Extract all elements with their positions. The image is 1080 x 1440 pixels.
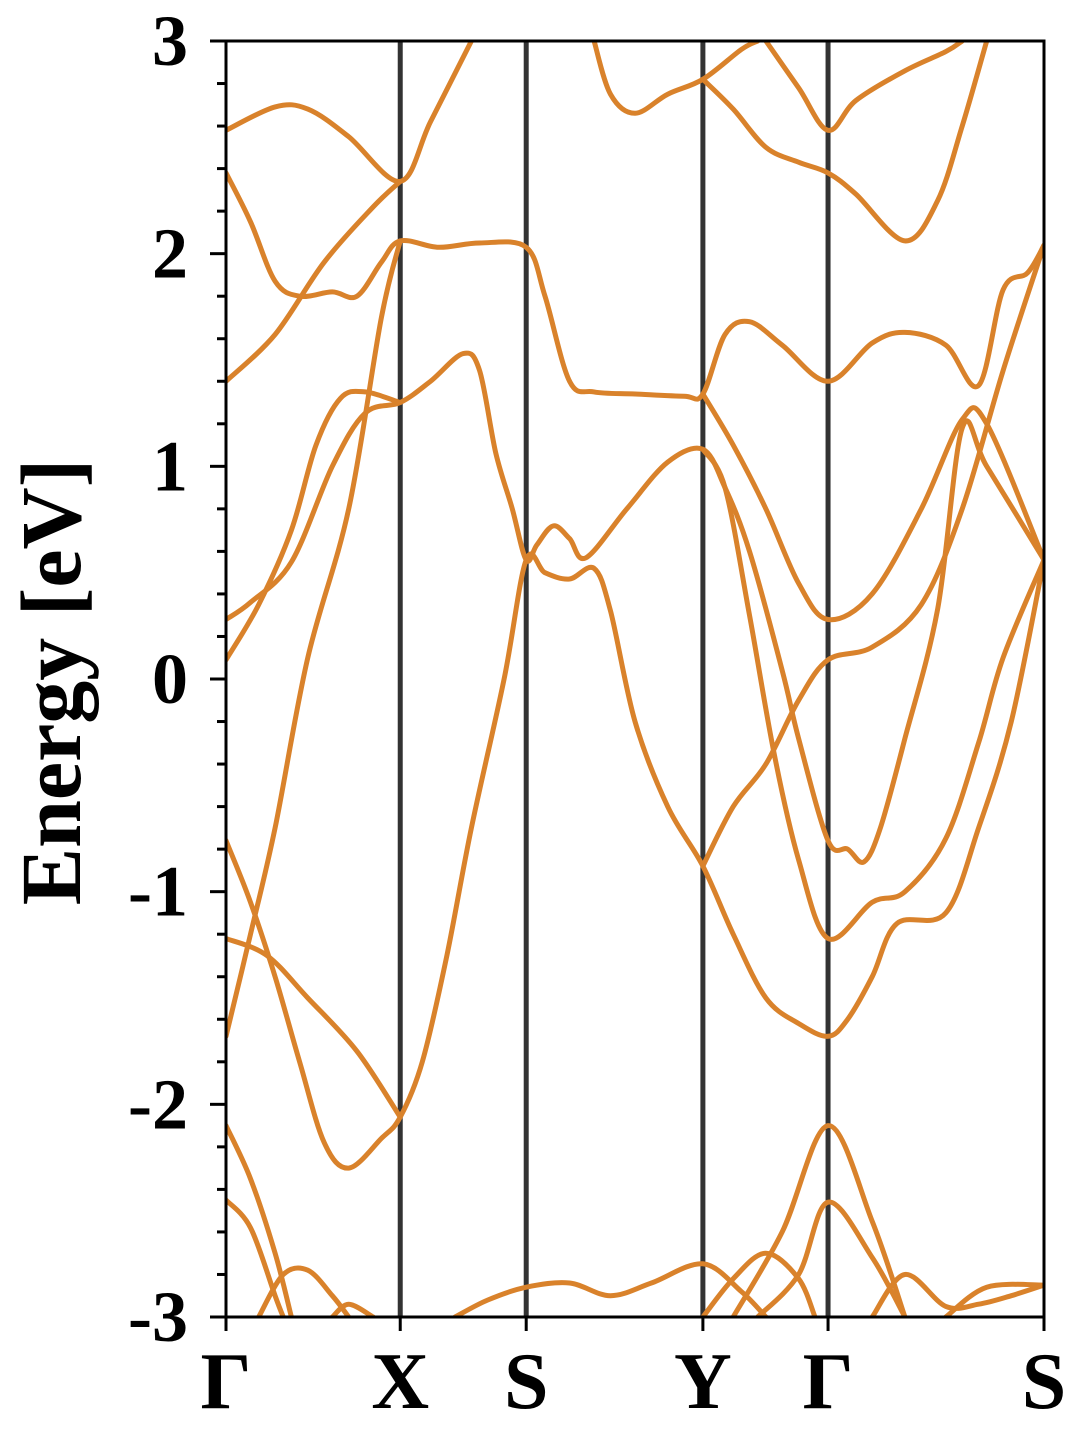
band-line bbox=[226, 936, 403, 1120]
x-tick-label: Y bbox=[674, 1338, 732, 1426]
y-tick-label: 1 bbox=[152, 426, 188, 506]
band-line bbox=[700, 446, 1044, 942]
y-tick-label: 2 bbox=[152, 214, 188, 294]
band-line bbox=[700, 41, 990, 244]
band-line bbox=[943, 1281, 1044, 1317]
y-tick-label: 3 bbox=[152, 1, 188, 81]
band-lines bbox=[226, 41, 1044, 1317]
y-tick-label: -3 bbox=[128, 1277, 188, 1357]
x-tick-label: S bbox=[504, 1338, 549, 1426]
band-line bbox=[256, 1265, 352, 1317]
x-tick-label: X bbox=[371, 1338, 429, 1426]
band-line bbox=[226, 178, 403, 384]
band-line bbox=[226, 350, 1044, 865]
band-line bbox=[452, 1261, 769, 1317]
band-line bbox=[730, 1123, 908, 1317]
x-tick-label: Γ bbox=[803, 1338, 854, 1426]
band-line bbox=[226, 41, 474, 184]
x-axis-ticks bbox=[224, 1317, 1046, 1331]
y-tick-label: 0 bbox=[152, 639, 188, 719]
band-line bbox=[226, 551, 1044, 1171]
band-line bbox=[869, 1272, 1044, 1317]
band-line bbox=[226, 388, 403, 663]
band-line bbox=[329, 1301, 376, 1317]
band-line bbox=[700, 391, 1044, 623]
y-axis-tick-labels: 3 2 1 0 -1 -2 -3 bbox=[128, 1, 188, 1357]
y-tick-label: -2 bbox=[128, 1064, 188, 1144]
band-line bbox=[226, 1197, 286, 1317]
y-axis-label: Energy [eV] bbox=[3, 459, 99, 906]
x-tick-label: Γ bbox=[201, 1338, 252, 1426]
band-line bbox=[226, 170, 1044, 402]
band-line bbox=[226, 1123, 294, 1317]
y-tick-label: -1 bbox=[128, 852, 188, 932]
band-line bbox=[755, 1199, 908, 1317]
band-line bbox=[700, 242, 1044, 869]
band-line bbox=[763, 41, 965, 133]
x-tick-label: S bbox=[1022, 1338, 1067, 1426]
band-line bbox=[226, 238, 403, 1039]
kpoint-lines bbox=[397, 41, 831, 1317]
y-axis-ticks bbox=[210, 39, 226, 1319]
band-line bbox=[700, 1250, 818, 1317]
band-line bbox=[591, 41, 761, 116]
